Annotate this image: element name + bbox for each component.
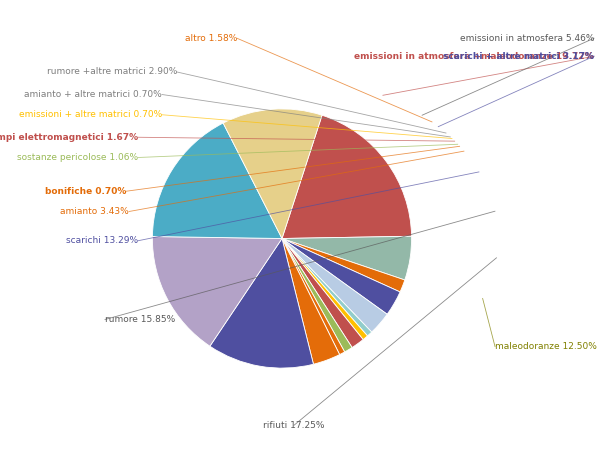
Wedge shape <box>282 115 412 238</box>
Text: scarichi 13.29%: scarichi 13.29% <box>66 236 138 245</box>
Text: bonifiche 0.70%: bonifiche 0.70% <box>44 187 126 196</box>
Wedge shape <box>282 238 371 336</box>
Wedge shape <box>282 238 340 364</box>
Wedge shape <box>282 238 363 347</box>
Wedge shape <box>152 123 282 238</box>
Wedge shape <box>282 238 352 352</box>
Text: altro 1.58%: altro 1.58% <box>185 34 237 43</box>
Text: campi elettromagnetici 1.67%: campi elettromagnetici 1.67% <box>0 133 138 142</box>
Text: emissioni in atmosfera 5.46%: emissioni in atmosfera 5.46% <box>460 34 594 43</box>
Text: emissioni in atmosfera +maleodoranze 19.72%: emissioni in atmosfera +maleodoranze 19.… <box>355 52 594 61</box>
Text: rumore +altre matrici 2.90%: rumore +altre matrici 2.90% <box>47 68 177 76</box>
Text: amianto + altre matrici 0.70%: amianto + altre matrici 0.70% <box>24 90 162 99</box>
Wedge shape <box>223 109 322 238</box>
Text: emissioni + altre matrici 0.70%: emissioni + altre matrici 0.70% <box>19 110 162 119</box>
Wedge shape <box>282 238 344 355</box>
Wedge shape <box>282 238 405 292</box>
Text: rifiuti 17.25%: rifiuti 17.25% <box>263 421 325 430</box>
Text: scarichi + altre matrici 3.17%: scarichi + altre matrici 3.17% <box>443 52 594 61</box>
Wedge shape <box>282 238 400 314</box>
Text: rumore 15.85%: rumore 15.85% <box>105 315 175 324</box>
Text: maleodoranze 12.50%: maleodoranze 12.50% <box>495 342 597 351</box>
Wedge shape <box>152 237 282 346</box>
Wedge shape <box>210 238 313 368</box>
Wedge shape <box>282 236 412 280</box>
Wedge shape <box>282 238 367 340</box>
Text: amianto 3.43%: amianto 3.43% <box>60 207 129 216</box>
Text: sostanze pericolose 1.06%: sostanze pericolose 1.06% <box>17 153 138 162</box>
Wedge shape <box>282 238 387 332</box>
